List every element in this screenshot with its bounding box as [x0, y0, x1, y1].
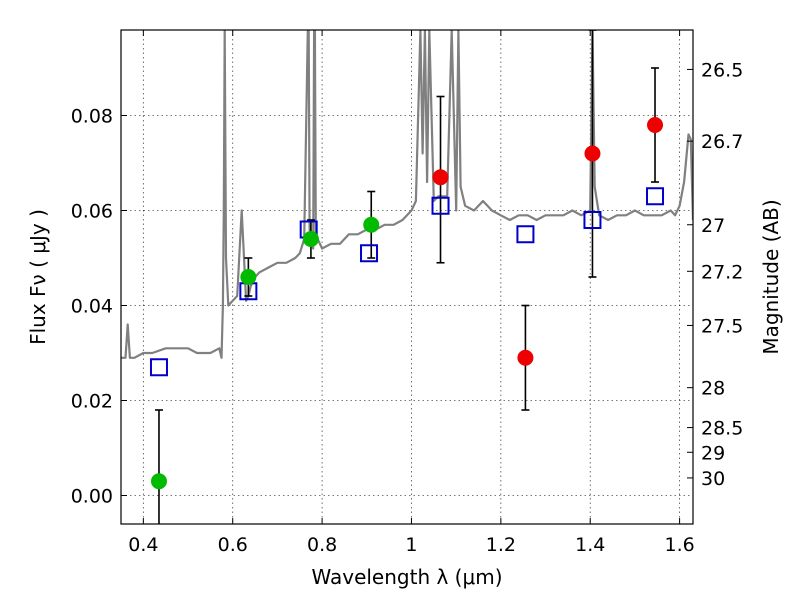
y-axis-title: Flux Fν ( μJy )	[26, 209, 50, 345]
y-right-tick-label: 28	[701, 378, 725, 400]
y-right-tick-label: 27.2	[701, 261, 743, 283]
red-point	[584, 145, 601, 162]
x-axis-title: Wavelength λ (μm)	[311, 565, 502, 589]
y-right-tick-label: 26.7	[701, 131, 743, 153]
y-tick-label: 0.00	[71, 486, 113, 508]
y-right-tick-label: 29	[701, 442, 725, 464]
model-photometry-point	[646, 187, 665, 206]
detection-point	[240, 269, 257, 285]
y-right-tick-label: 27	[701, 215, 725, 237]
x-tick-label: 0.4	[128, 534, 158, 556]
y-right-tick-label: 27.5	[701, 315, 743, 337]
model-photometry-point	[431, 196, 450, 215]
x-tick-label: 0.6	[218, 534, 248, 556]
y-tick-label: 0.06	[71, 201, 113, 223]
y-right-tick-label: 26.5	[701, 59, 743, 81]
red-point	[432, 169, 449, 186]
model-spectrum-line	[121, 30, 693, 359]
ticks: 0.4 0.6 0.8 1 1.2 1.4 1.6 0.00 0.02 0.04 0.06 0.08 2…	[71, 30, 743, 556]
grid	[121, 30, 693, 524]
plot-background	[121, 30, 693, 524]
detection-point	[363, 216, 380, 233]
model-photometry-point	[360, 244, 379, 263]
model-photometry-point	[583, 211, 602, 229]
x-tick-label: 1.6	[664, 534, 694, 556]
model-photometry-point	[516, 225, 535, 244]
y-right-tick-label: 28.5	[701, 418, 743, 440]
detection-point	[150, 473, 167, 490]
y-right-axis-title: Magnitude (AB)	[759, 199, 783, 354]
plot-frame	[120, 29, 694, 525]
data-layer	[121, 30, 693, 524]
y-right-tick-label: 30	[701, 468, 725, 490]
red-point	[517, 349, 534, 366]
x-tick-label: 1	[405, 534, 417, 556]
y-tick-label: 0.08	[71, 106, 113, 128]
x-tick-label: 1.2	[486, 534, 516, 556]
y-tick-label: 0.04	[71, 296, 113, 318]
model-photometry-point	[149, 358, 168, 377]
red-point	[647, 117, 664, 133]
x-tick-label: 1.4	[575, 534, 605, 556]
x-tick-label: 0.8	[307, 534, 337, 556]
detection-point	[302, 231, 319, 247]
y-tick-label: 0.02	[71, 391, 113, 413]
